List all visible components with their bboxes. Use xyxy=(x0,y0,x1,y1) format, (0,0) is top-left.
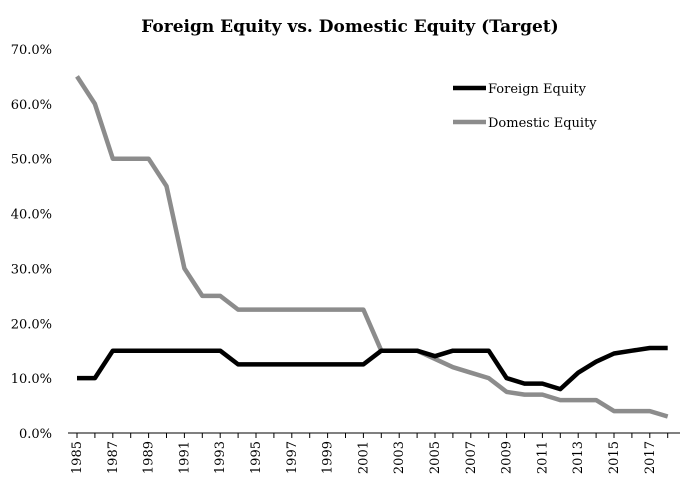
series-line-foreign-equity xyxy=(77,345,668,392)
x-tick-label: 2015 xyxy=(607,441,622,474)
y-tick-label: 20.0% xyxy=(11,317,52,332)
x-tick-label: 2007 xyxy=(464,441,479,474)
y-tick-label: 0.0% xyxy=(19,427,52,442)
x-tick-label: 1991 xyxy=(177,441,192,474)
legend-label-domestic-equity: Domestic Equity xyxy=(488,116,597,131)
x-tick-label: 1999 xyxy=(321,441,336,474)
x-tick-label: 2001 xyxy=(356,441,371,474)
series-line-domestic-equity xyxy=(75,75,669,419)
y-tick-label: 70.0% xyxy=(11,43,52,58)
x-tick-label: 1997 xyxy=(285,441,300,474)
x-tick-label: 1993 xyxy=(213,441,228,474)
x-tick-label: 2003 xyxy=(392,441,407,474)
x-tick-label: 1995 xyxy=(249,441,264,474)
y-tick-label: 40.0% xyxy=(11,208,52,223)
x-tick-label: 2005 xyxy=(428,441,443,474)
legend-label-foreign-equity: Foreign Equity xyxy=(488,82,587,97)
x-tick-label: 2011 xyxy=(535,441,550,474)
y-tick-label: 30.0% xyxy=(11,262,52,277)
x-tick-label: 2009 xyxy=(500,441,515,474)
x-axis-ticks: 1985 1987 1989 1991 1993 1995 1997 1999 2001 2003… xyxy=(70,433,669,474)
y-tick-label: 50.0% xyxy=(11,153,52,168)
x-tick-label: 2017 xyxy=(643,441,658,474)
x-tick-label: 2013 xyxy=(571,441,586,474)
legend: Foreign Equity Domestic Equity xyxy=(453,82,597,131)
series-lines xyxy=(75,75,669,419)
chart-title: Foreign Equity vs. Domestic Equity (Targ… xyxy=(141,17,558,37)
x-tick-label: 1987 xyxy=(106,441,121,474)
y-tick-label: 10.0% xyxy=(11,372,52,387)
y-axis-ticks: 0.0% 10.0% 20.0% 30.0% 40.0% 50.0% 60.0% 70.0% xyxy=(11,43,52,442)
x-tick-label: 1989 xyxy=(142,441,157,474)
x-tick-label: 1985 xyxy=(70,441,85,474)
y-tick-label: 60.0% xyxy=(11,98,52,113)
